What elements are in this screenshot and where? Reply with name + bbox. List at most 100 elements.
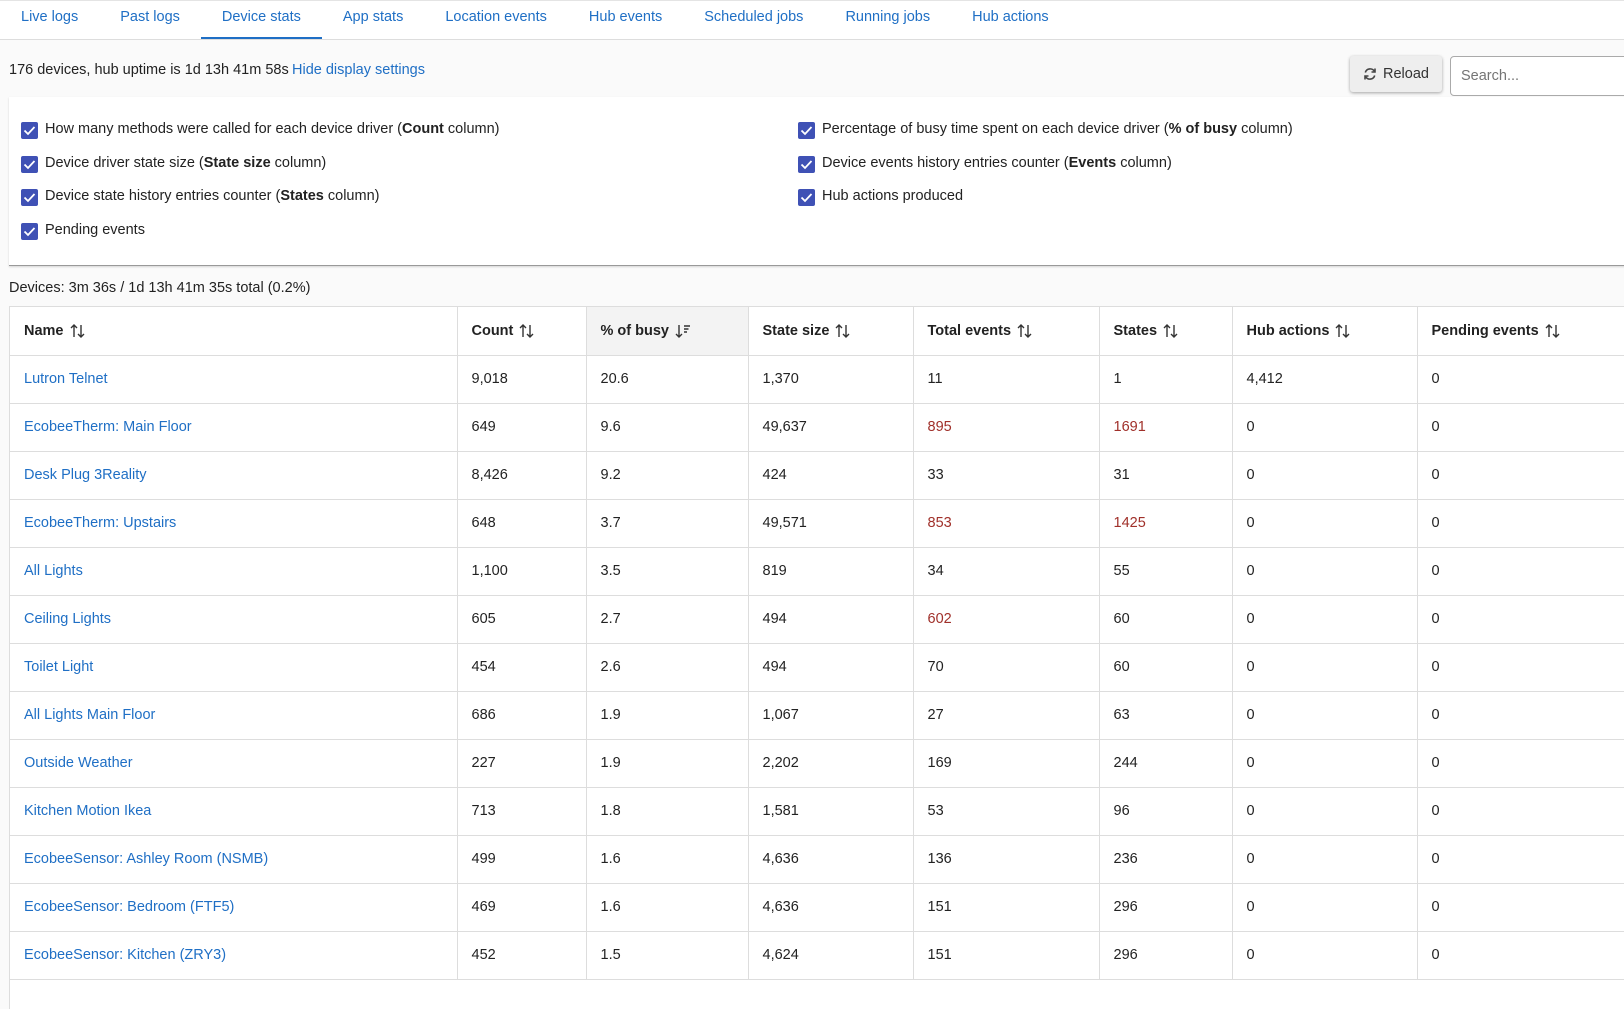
cell-value: 713 <box>471 803 496 819</box>
cell-value: 49,637 <box>762 419 807 435</box>
cell-value: 1.9 <box>600 707 621 723</box>
checkbox[interactable] <box>21 155 38 173</box>
table-cell: 296 <box>1099 883 1233 932</box>
table-cell: 60 <box>1099 595 1233 644</box>
tab[interactable]: Hub actions <box>972 9 1049 25</box>
table-cell: 0 <box>1232 547 1418 596</box>
settings-column: Percentage of busy time spent on each de… <box>798 121 1293 222</box>
cell-value: 0 <box>1431 803 1440 819</box>
sort-icon <box>675 324 690 338</box>
tab[interactable]: App stats <box>342 9 404 25</box>
cell-value: 0 <box>1246 803 1255 819</box>
cell-value: 424 <box>762 467 787 483</box>
table-cell: 49,571 <box>748 499 914 548</box>
cell-value: 53 <box>927 803 944 819</box>
setting-label: Pending events <box>45 222 145 238</box>
table-cell: 63 <box>1099 691 1233 740</box>
cell-value: 20.6 <box>600 371 629 387</box>
column-header[interactable]: Name <box>10 307 458 356</box>
table-cell: 0 <box>1232 595 1418 644</box>
table-cell: 1691 <box>1099 403 1233 452</box>
cell-value: 63 <box>1113 707 1130 723</box>
device-link[interactable]: Outside Weather <box>24 755 133 771</box>
search-input[interactable] <box>1450 56 1624 96</box>
table-cell: 0 <box>1417 547 1624 596</box>
column-header[interactable]: Hub actions <box>1232 307 1418 356</box>
cell-value: 2.7 <box>600 611 621 627</box>
check-mark <box>23 126 36 136</box>
device-link[interactable]: Ceiling Lights <box>24 611 112 627</box>
table-row: All Lights 1,100 3.5 819 34 55 0 0 <box>10 547 1624 596</box>
cell-value: 0 <box>1431 707 1440 723</box>
column-header[interactable]: Count <box>457 307 587 356</box>
table-cell: 494 <box>748 595 914 644</box>
checkbox[interactable] <box>21 122 38 139</box>
column-title: Total events <box>927 322 1012 339</box>
table-cell: 20.6 <box>586 355 749 404</box>
column-header[interactable]: Total events <box>913 307 1100 356</box>
device-link[interactable]: EcobeeSensor: Bedroom (FTF5) <box>24 899 235 915</box>
table-cell: 424 <box>748 451 914 500</box>
column-header[interactable]: % of busy <box>586 307 749 356</box>
cell-value: 1.5 <box>600 947 621 963</box>
table-row: EcobeeSensor: Ashley Room (NSMB) 499 1.6 4,… <box>10 835 1624 884</box>
setting-label-part: % of busy <box>1168 121 1238 137</box>
device-link[interactable]: All Lights <box>24 563 83 579</box>
tab[interactable]: Running jobs <box>845 9 931 25</box>
table-cell: 499 <box>457 835 587 884</box>
cell-value: 8,426 <box>471 467 508 483</box>
device-link[interactable]: EcobeeTherm: Main Floor <box>24 419 192 435</box>
cell-value: 819 <box>762 563 787 579</box>
column-title: Name <box>24 322 64 339</box>
table-row: EcobeeSensor: Bedroom (FTF5) 469 1.6 4,636 1… <box>10 883 1624 932</box>
table-cell: 0 <box>1417 883 1624 932</box>
tab[interactable]: Past logs <box>120 9 180 25</box>
cell-value: 1 <box>1113 371 1122 387</box>
device-link[interactable]: EcobeeTherm: Upstairs <box>24 515 177 531</box>
sort-icon <box>1017 323 1032 338</box>
tab[interactable]: Hub events <box>588 9 663 25</box>
checkbox[interactable] <box>798 122 815 139</box>
device-link[interactable]: Kitchen Motion Ikea <box>24 803 152 819</box>
device-link[interactable]: Lutron Telnet <box>24 371 108 387</box>
table-cell: All Lights <box>10 547 458 596</box>
column-header[interactable]: State size <box>748 307 914 356</box>
check-mark <box>800 193 813 203</box>
table-cell: Desk Plug 3Reality <box>10 451 458 500</box>
cell-value: 0 <box>1246 611 1255 627</box>
table-cell: 649 <box>457 403 587 452</box>
tab[interactable]: Scheduled jobs <box>704 9 804 25</box>
table-cell: 454 <box>457 643 587 692</box>
tab[interactable]: Location events <box>445 9 547 25</box>
reload-button[interactable]: Reload <box>1350 56 1442 92</box>
device-link[interactable]: EcobeeSensor: Kitchen (ZRY3) <box>24 947 227 963</box>
cell-value: 1691 <box>1113 419 1146 435</box>
setting-label-part: How many methods were called for each de… <box>45 121 403 137</box>
column-header[interactable]: States <box>1099 307 1233 356</box>
tab[interactable]: Live logs <box>21 9 79 25</box>
sort-icon <box>1163 323 1178 338</box>
checkbox[interactable] <box>798 189 815 206</box>
device-link[interactable]: EcobeeSensor: Ashley Room (NSMB) <box>24 851 269 867</box>
device-link[interactable]: All Lights Main Floor <box>24 707 156 723</box>
checkbox[interactable] <box>21 222 38 240</box>
cell-value: 469 <box>471 899 496 915</box>
setting-label-part: column) <box>1116 154 1172 171</box>
table-cell: 0 <box>1417 355 1624 404</box>
sort-icon <box>835 323 850 338</box>
checkbox[interactable] <box>21 189 38 206</box>
table-cell: 4,636 <box>748 835 914 884</box>
table-container: Name Count % of busy State size Total events… <box>9 306 1624 1009</box>
device-link[interactable]: Toilet Light <box>24 659 94 675</box>
cell-value: 0 <box>1246 563 1255 579</box>
checkbox[interactable] <box>798 155 815 173</box>
cell-value: 296 <box>1113 947 1138 963</box>
cell-value: 0 <box>1431 467 1440 483</box>
toggle-settings-link[interactable]: Hide display settings <box>292 62 425 78</box>
cell-value: 4,624 <box>762 947 799 963</box>
table-cell: 151 <box>913 883 1100 932</box>
column-header[interactable]: Pending events <box>1417 307 1624 356</box>
tab[interactable]: Device stats <box>200 1 322 39</box>
tab-bar: Live logs Past logs Device stats App stats L… <box>0 0 1624 40</box>
device-link[interactable]: Desk Plug 3Reality <box>24 467 147 483</box>
